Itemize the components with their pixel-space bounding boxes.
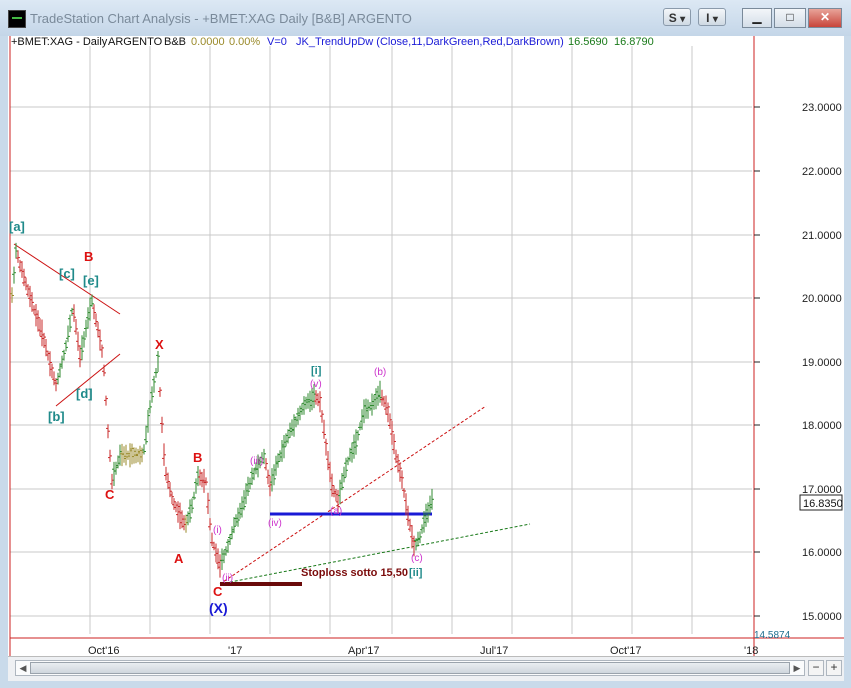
wave-label-C2: C <box>213 584 223 599</box>
wave-label-c-bracket: [c] <box>59 266 75 281</box>
date-label: Oct'17 <box>610 645 641 656</box>
wave-label-C1: C <box>105 487 115 502</box>
wave-label-sub-i: (i) <box>213 525 222 536</box>
date-label: Oct'16 <box>88 645 119 656</box>
maximize-button[interactable]: □ <box>774 8 806 28</box>
wave-label-b-bracket: [b] <box>48 409 65 424</box>
wave-label-sub-a: (a) <box>330 506 342 517</box>
indicator-label: JK_TrendUpDw (Close,11,DarkGreen,Red,Dar… <box>296 36 564 48</box>
wave-label-A: A <box>174 551 184 566</box>
minimize-button[interactable]: ▁ <box>742 8 772 28</box>
last-price-box <box>799 494 843 511</box>
date-label: '18 <box>744 645 758 656</box>
wave-label-d-bracket: [d] <box>76 386 93 401</box>
header-volume: V=0 <box>267 36 287 48</box>
chart-area[interactable]: 23.0000 22.0000 21.0000 20.0000 19.0000 … <box>8 36 844 656</box>
wave-label-sub-b: (b) <box>374 367 386 378</box>
date-label: '17 <box>228 645 242 656</box>
header-value2: 0.00% <box>229 36 260 48</box>
price-axis-labels: 23.0000 22.0000 21.0000 20.0000 19.0000 … <box>754 102 842 623</box>
wave-label-sub-iv: (iv) <box>268 518 282 529</box>
title-bar: TradeStation Chart Analysis - +BMET:XAG … <box>0 0 851 36</box>
zoom-out-button[interactable]: − <box>808 660 824 676</box>
price-label: 20.0000 <box>802 293 842 305</box>
group-label: B&B <box>164 36 186 48</box>
wave-label-sub-v: (v) <box>310 379 322 390</box>
indicator-value2: 16.8790 <box>614 36 654 48</box>
price-label: 17.0000 <box>802 484 842 496</box>
wave-annotations: [a] [b] [c] [d] [e] B C X B A C (X) [i] … <box>9 219 423 616</box>
wave-label-i-bracket: [i] <box>311 365 322 377</box>
wave-label-X: X <box>155 337 164 352</box>
wave-label-ii-bracket: [ii] <box>409 567 423 579</box>
date-label: Apr'17 <box>348 645 379 656</box>
indicator-value1: 16.5690 <box>568 36 608 48</box>
price-label: 21.0000 <box>802 230 842 242</box>
price-bars <box>10 242 434 578</box>
close-button[interactable]: ✕ <box>808 8 842 28</box>
wave-label-B2: B <box>193 450 202 465</box>
wave-label-sub-c: (c) <box>411 553 423 564</box>
upper-triangle-trendline <box>13 243 121 315</box>
symbol-name: ARGENTO <box>108 36 163 48</box>
close-icon: ✕ <box>819 10 831 24</box>
price-label: 22.0000 <box>802 166 842 178</box>
window-title: TradeStation Chart Analysis - +BMET:XAG … <box>30 11 412 26</box>
maximize-icon: □ <box>786 10 794 24</box>
wave-label-e-bracket: [e] <box>83 273 99 288</box>
wave-label-a-bracket: [a] <box>9 219 25 234</box>
wave-label-B1: B <box>84 249 93 264</box>
vertical-gridlines <box>89 46 693 634</box>
low-price-label: 14.5874 <box>754 630 791 641</box>
horizontal-gridlines <box>10 106 752 617</box>
price-label: 15.0000 <box>802 611 842 623</box>
last-price-label: 16.8350 <box>803 498 843 510</box>
scrollbar-thumb[interactable] <box>30 662 790 674</box>
wave-label-sub-iii: (iii) <box>250 456 263 467</box>
stoploss-label: Stoploss sotto 15,50 <box>301 567 408 579</box>
minimize-icon: ▁ <box>752 10 762 24</box>
price-chart: 23.0000 22.0000 21.0000 20.0000 19.0000 … <box>9 36 844 656</box>
price-label: 23.0000 <box>802 102 842 114</box>
indicators-button[interactable]: I ▾ <box>698 8 726 26</box>
tradestation-app-icon <box>8 10 26 28</box>
sub-wave-annotations: (i) (ii) (iii) (iv) (v) (a) (b) (c) <box>213 367 423 584</box>
time-axis-labels: Oct'16 '17 Apr'17 Jul'17 Oct'17 '18 <box>88 645 758 656</box>
zoom-in-button[interactable]: + <box>826 660 842 676</box>
red-dotted-trendline <box>219 405 487 585</box>
price-label: 19.0000 <box>802 357 842 369</box>
price-label: 18.0000 <box>802 420 842 432</box>
header-value1: 0.0000 <box>191 36 225 48</box>
lower-triangle-trendline <box>55 353 121 407</box>
price-label: 16.0000 <box>802 547 842 559</box>
scroll-right-icon[interactable]: ▶ <box>793 663 801 673</box>
styles-button[interactable]: S ▾ <box>663 8 691 26</box>
green-dotted-trendline <box>219 523 531 585</box>
chart-header: +BMET:XAG - Daily ARGENTO B&B 0.0000 0.0… <box>11 36 654 48</box>
date-label: Jul'17 <box>480 645 508 656</box>
horizontal-scrollbar[interactable]: ◀ ▶ <box>15 660 805 676</box>
symbol-label: +BMET:XAG - Daily <box>11 36 108 48</box>
wave-label-X-paren: (X) <box>209 600 228 616</box>
scroll-left-icon[interactable]: ◀ <box>19 663 27 673</box>
wave-label-sub-ii: (ii) <box>222 573 233 584</box>
